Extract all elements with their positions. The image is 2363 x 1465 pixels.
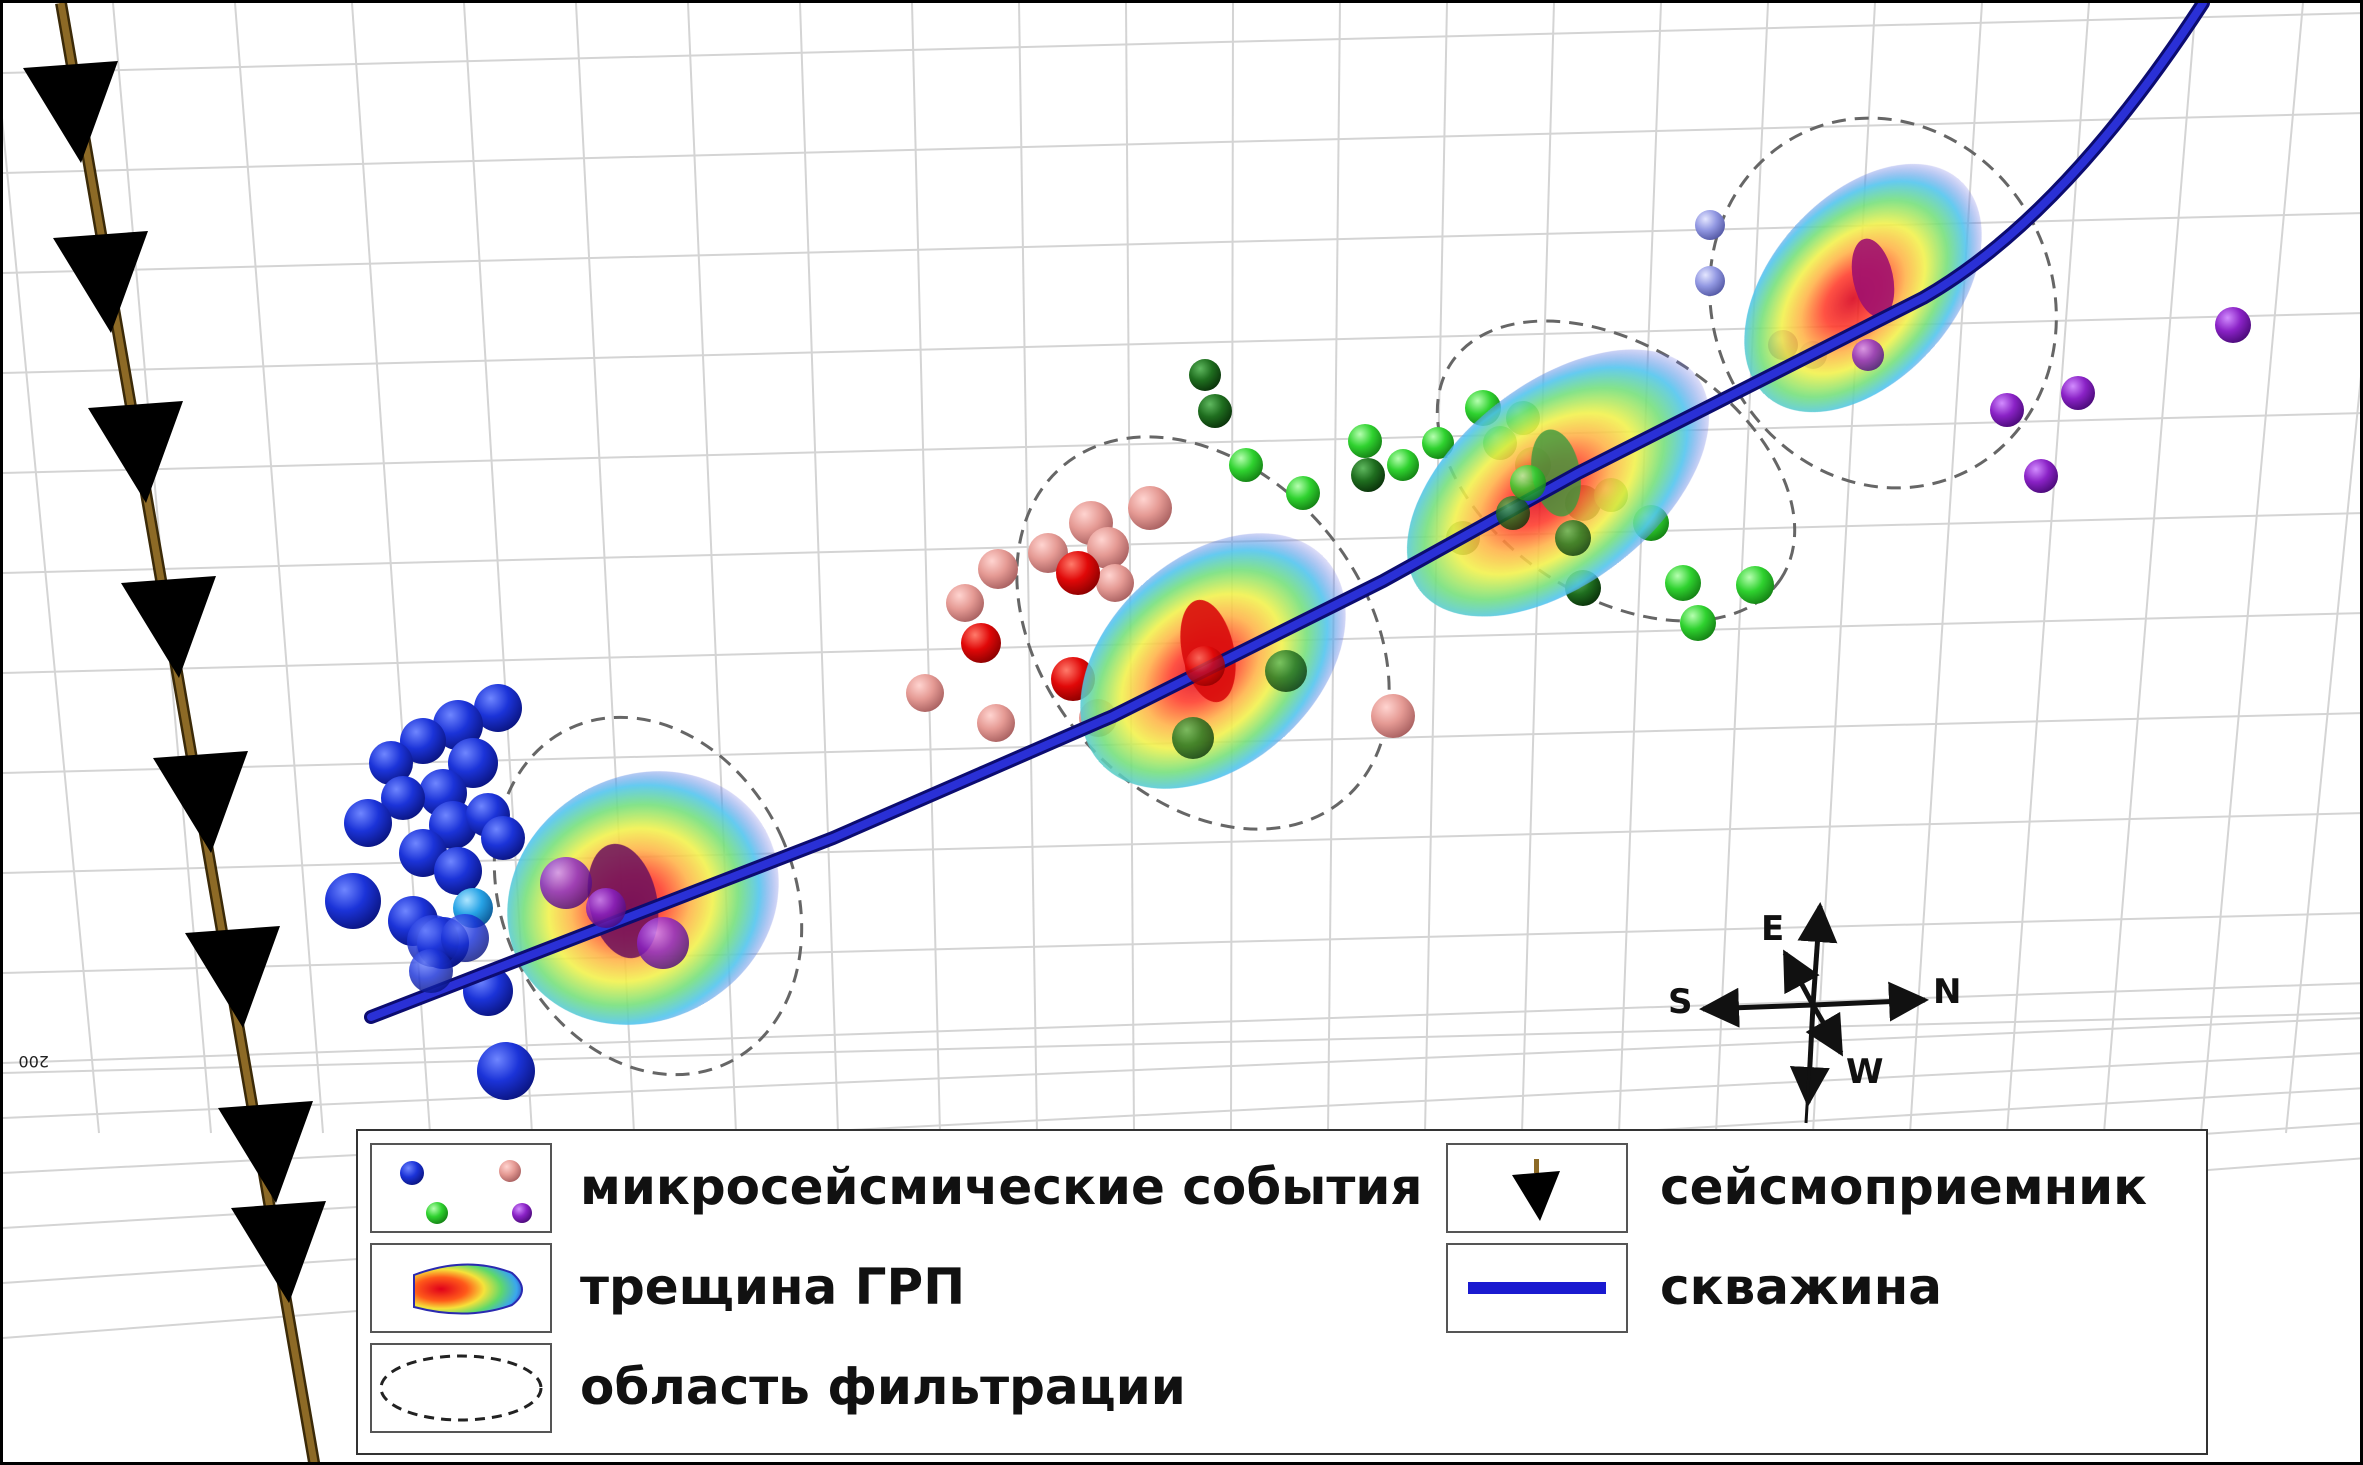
event-sphere <box>1128 486 1172 530</box>
hf-fracture-icon <box>413 1263 523 1315</box>
event-sphere <box>325 873 381 929</box>
event-sphere <box>477 1042 535 1100</box>
event-sphere <box>1229 448 1263 482</box>
event-sphere <box>448 738 498 788</box>
event-sphere <box>400 718 446 764</box>
well-line-icon <box>1468 1282 1606 1294</box>
compass-north-label: N <box>1933 972 1961 1012</box>
geophone-icon <box>185 926 280 1028</box>
filtration-region-2 <box>1015 435 1391 831</box>
event-sphere <box>1087 527 1129 569</box>
event-sphere <box>1695 210 1725 240</box>
event-sphere <box>540 857 592 909</box>
geophone-icon <box>121 576 216 678</box>
event-sphere <box>1852 339 1884 371</box>
microseismic-events-front <box>407 339 1884 993</box>
event-sphere <box>961 623 1001 663</box>
well-trajectory <box>364 3 2210 1024</box>
microseismic-events-back <box>325 210 2251 1100</box>
event-sphere <box>977 704 1015 742</box>
event-sphere <box>1371 694 1415 738</box>
axis-tick-label: 200 <box>18 1052 49 1071</box>
event-sphere <box>1096 564 1134 602</box>
event-sphere <box>1198 394 1232 428</box>
event-sphere <box>1387 449 1419 481</box>
event-sphere <box>1189 359 1221 391</box>
event-sphere <box>946 584 984 622</box>
legend-swatch-events <box>370 1143 552 1233</box>
event-sphere <box>1185 646 1225 686</box>
event-sphere <box>1736 566 1774 604</box>
event-sphere <box>1286 476 1320 510</box>
event-sphere <box>1348 424 1382 458</box>
event-sphere <box>586 888 626 928</box>
event-sphere <box>474 684 522 732</box>
event-sphere <box>978 549 1018 589</box>
event-sphere <box>2061 376 2095 410</box>
filtration-region-1 <box>492 715 804 1077</box>
event-sphere <box>1056 551 1100 595</box>
geophone-icon <box>153 751 248 853</box>
legend-swatch-filtration <box>370 1343 552 1433</box>
compass-south-label: S <box>1668 982 1693 1022</box>
legend-label-filtration: область фильтрации <box>580 1358 1186 1416</box>
geophone-icon <box>231 1201 326 1303</box>
event-sphere <box>1990 393 2024 427</box>
compass-rose: S N E W <box>1668 902 1961 1124</box>
event-sphere <box>434 847 482 895</box>
legend: микросейсмические события трещина ГРП <box>356 1129 2208 1455</box>
event-sphere <box>2215 307 2251 343</box>
event-sphere <box>369 741 413 785</box>
event-sphere <box>1422 427 1454 459</box>
event-sphere <box>1172 717 1214 759</box>
event-sphere <box>344 799 392 847</box>
event-sphere <box>2024 459 2058 493</box>
legend-label-well: скважина <box>1660 1258 1943 1316</box>
legend-label-fracture: трещина ГРП <box>580 1258 966 1316</box>
geophone-array <box>23 61 326 1303</box>
legend-label-geophone: сейсмоприемник <box>1660 1158 2148 1216</box>
event-sphere <box>409 949 453 993</box>
event-spheres-icon <box>400 1160 532 1224</box>
geophone-cone-icon <box>1512 1159 1560 1221</box>
event-sphere <box>441 914 489 962</box>
event-sphere <box>1695 266 1725 296</box>
event-sphere <box>429 801 477 849</box>
event-sphere <box>1351 458 1385 492</box>
compass-west-label: W <box>1846 1052 1884 1092</box>
geophone-icon <box>88 401 183 503</box>
event-sphere <box>381 776 425 820</box>
event-sphere <box>906 674 944 712</box>
event-sphere <box>1555 520 1591 556</box>
compass-east-label: E <box>1761 909 1784 949</box>
event-sphere <box>1510 465 1546 501</box>
event-sphere <box>1496 496 1530 530</box>
event-sphere <box>1265 650 1307 692</box>
event-sphere <box>481 816 525 860</box>
dashed-ellipse-icon <box>379 1354 543 1422</box>
legend-swatch-fracture <box>370 1243 552 1333</box>
legend-swatch-well <box>1446 1243 1628 1333</box>
geophone-icon <box>53 231 148 333</box>
legend-swatch-geophone <box>1446 1143 1628 1233</box>
hf-fractures <box>507 163 1982 1025</box>
event-sphere <box>1028 533 1068 573</box>
event-sphere <box>1680 605 1716 641</box>
event-sphere <box>637 917 689 969</box>
geophone-icon <box>218 1101 313 1203</box>
event-sphere <box>1665 565 1701 601</box>
geophone-icon <box>23 61 118 163</box>
legend-label-events: микросейсмические события <box>580 1158 1423 1216</box>
